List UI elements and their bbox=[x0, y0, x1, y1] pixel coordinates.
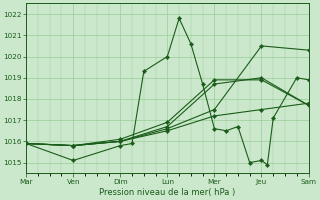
X-axis label: Pression niveau de la mer( hPa ): Pression niveau de la mer( hPa ) bbox=[99, 188, 236, 197]
